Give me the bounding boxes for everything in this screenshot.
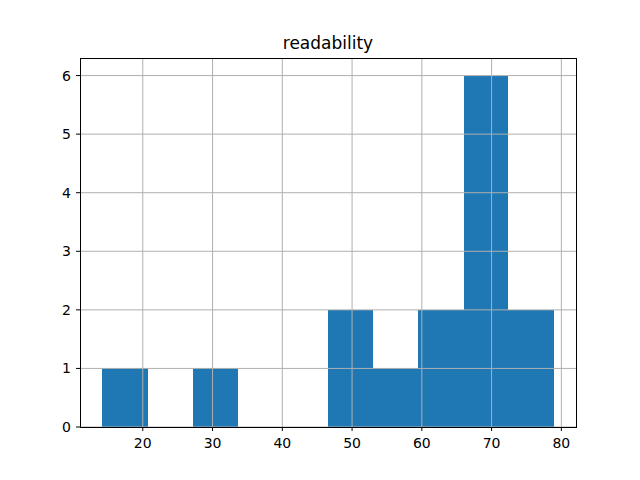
x-tick-label: 30 (204, 435, 222, 451)
y-tick-label: 3 (62, 243, 71, 259)
y-tick-label: 5 (62, 126, 71, 142)
x-tick-label: 70 (483, 435, 501, 451)
x-tick-label: 40 (273, 435, 291, 451)
x-tick-label: 50 (343, 435, 361, 451)
x-tick-label: 80 (552, 435, 570, 451)
y-tick-label: 0 (62, 419, 71, 435)
histogram-bar (102, 368, 147, 427)
figure: 20 30 40 50 60 70 80 0 1 2 3 4 5 6 readability (0, 0, 640, 480)
histogram-bar (193, 368, 238, 427)
histogram-chart: 20 30 40 50 60 70 80 0 1 2 3 4 5 6 readability (0, 0, 640, 480)
plot-area: 20 30 40 50 60 70 80 0 1 2 3 4 5 6 (62, 58, 576, 451)
y-tick-label: 6 (62, 68, 71, 84)
y-tick-label: 2 (62, 302, 71, 318)
x-tick-label: 60 (413, 435, 431, 451)
histogram-bar (373, 368, 418, 427)
y-tick-label: 4 (62, 185, 71, 201)
y-tick-label: 1 (62, 360, 71, 376)
chart-title: readability (283, 33, 373, 53)
x-tick-label: 20 (134, 435, 152, 451)
